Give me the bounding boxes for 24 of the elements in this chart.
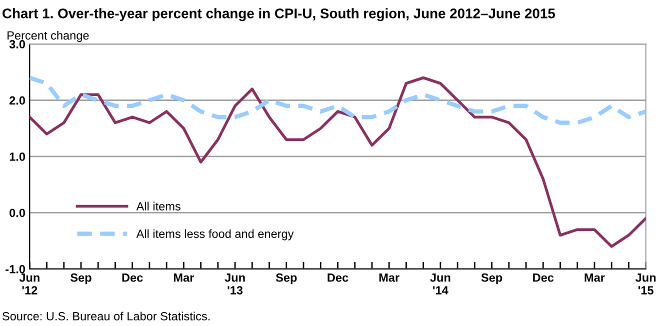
x-tick-label: Dec — [122, 274, 143, 282]
x-tick-label: Mar — [174, 274, 194, 282]
x-tick-label: Dec — [328, 274, 348, 282]
legend-label: All items — [136, 202, 180, 210]
y-tick-label: 2.0 — [9, 96, 26, 105]
y-tick-label: 3.0 — [9, 40, 26, 48]
source-note: Source: U.S. Bureau of Labor Statistics. — [2, 312, 210, 320]
line-series — [30, 76, 646, 125]
x-tick-label: Mar — [379, 274, 400, 282]
x-tick-label: Dec — [533, 274, 554, 282]
x-tick-label: Jun '13 — [224, 274, 245, 295]
x-tick-label: Sep — [481, 273, 502, 284]
y-tick-label: -1.0 — [6, 264, 26, 274]
line-series — [30, 76, 646, 248]
x-tick-label: Sep — [276, 273, 297, 284]
x-tick-label: Mar — [584, 274, 605, 282]
x-tick-label: Sep — [70, 273, 92, 284]
x-tick-label: Jun '14 — [430, 274, 450, 294]
y-tick-label: 1.0 — [10, 152, 26, 161]
legend-label: All items less food and energy — [136, 229, 294, 240]
chart-title: Chart 1. Over-the-year percent change in CPI-U, South region, June 2012–June 2015 — [2, 8, 555, 22]
y-tick-label: 0.0 — [10, 208, 26, 218]
x-tick-label: Jun '12 — [19, 274, 40, 294]
x-tick-label: Jun '15 — [636, 274, 656, 295]
